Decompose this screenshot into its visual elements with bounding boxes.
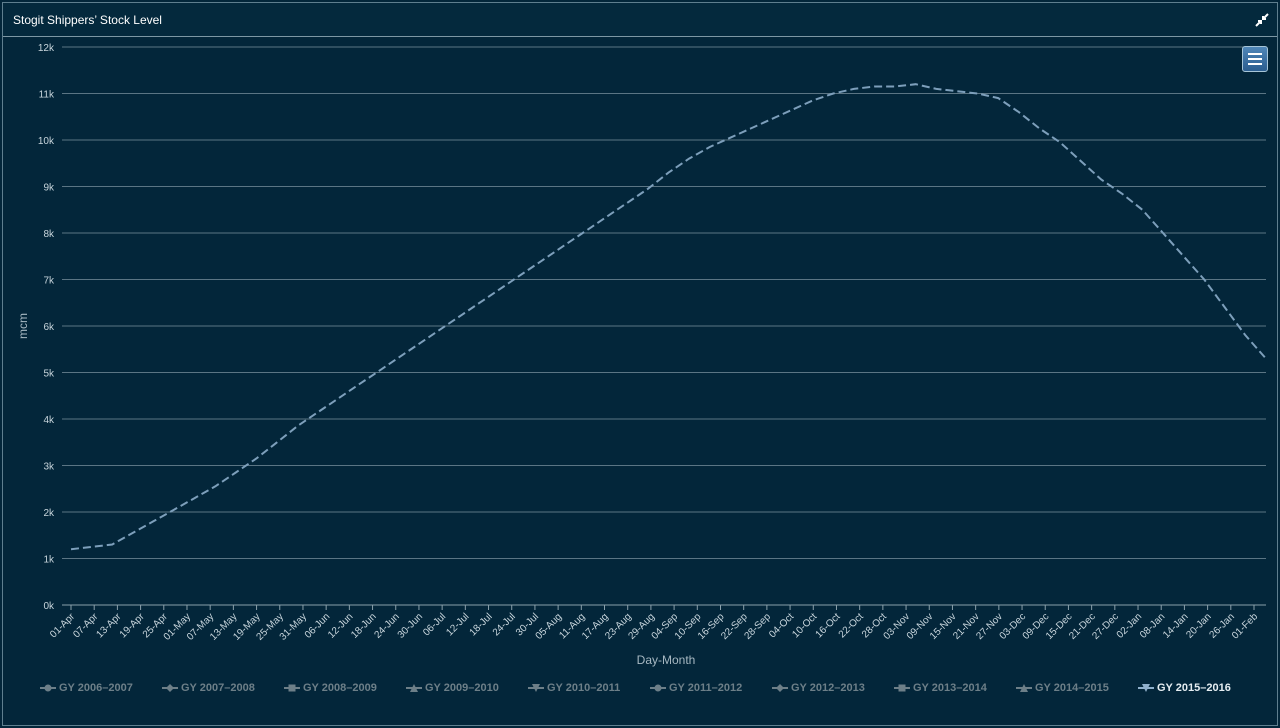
y-tick-label: 7k: [43, 276, 55, 287]
legend-item[interactable]: GY 2012–2013: [772, 682, 865, 698]
legend-label: GY 2012–2013: [791, 682, 865, 694]
legend-triangle-icon: [1016, 684, 1032, 693]
x-tick-label: 24-Jun: [372, 611, 401, 640]
y-tick-label: 12k: [38, 43, 55, 54]
x-tick-label: 14-Jan: [1161, 611, 1190, 640]
x-tick-label: 12-Jun: [326, 611, 355, 640]
x-tick-label: 01-Apr: [48, 611, 77, 640]
y-axis-title: mcm: [16, 313, 30, 339]
hamburger-icon[interactable]: [1242, 46, 1268, 72]
legend-label: GY 2010–2011: [547, 682, 621, 694]
y-tick-label: 4k: [43, 415, 55, 426]
x-tick-label: 24-Jul: [491, 611, 518, 638]
x-tick-label: 28-Sep: [742, 611, 773, 642]
legend-item[interactable]: GY 2014–2015: [1016, 682, 1109, 698]
y-tick-label: 10k: [38, 136, 55, 147]
x-tick-label: 06-Jul: [421, 611, 448, 638]
y-tick-label: 5k: [43, 369, 55, 380]
legend-circle-icon: [650, 684, 666, 692]
compress-icon[interactable]: [1255, 13, 1269, 27]
y-tick-label: 3k: [43, 462, 55, 473]
x-axis-title: Day-Month: [637, 653, 696, 667]
panel-title: Stogit Shippers’ Stock Level: [13, 13, 162, 27]
legend-label: GY 2007–2008: [181, 682, 255, 694]
legend-label: GY 2014–2015: [1035, 682, 1109, 694]
legend-triangle-icon: [406, 684, 422, 693]
x-tick-label: 12-Jul: [444, 611, 471, 638]
legend-diamond-icon: [772, 684, 788, 693]
x-tick-label: 27-Dec: [1090, 611, 1121, 642]
legend-label: GY 2013–2014: [913, 682, 987, 694]
legend-label: GY 2009–2010: [425, 682, 499, 694]
x-tick-label: 08-Jan: [1138, 611, 1167, 640]
legend-circle-icon: [40, 684, 56, 692]
x-tick-label: 20-Jan: [1184, 611, 1213, 640]
x-tick-label: 01-Feb: [1230, 611, 1260, 641]
x-tick-label: 19-Apr: [118, 611, 147, 640]
legend-label: GY 2011–2012: [669, 682, 743, 694]
legend-item[interactable]: GY 2010–2011: [528, 682, 620, 698]
y-tick-label: 6k: [43, 322, 55, 333]
y-tick-label: 11k: [39, 90, 55, 101]
x-tick-label: 07-Apr: [71, 611, 100, 640]
legend-item[interactable]: GY 2013–2014: [894, 682, 987, 698]
legend-label: GY 2008–2009: [303, 682, 377, 694]
x-tick-label: 10-Oct: [790, 611, 819, 640]
legend-item[interactable]: GY 2008–2009: [284, 682, 377, 698]
legend-triangle-down-icon: [1138, 684, 1154, 693]
legend-item[interactable]: GY 2009–2010: [406, 682, 499, 698]
y-tick-label: 9k: [43, 183, 55, 194]
legend-item[interactable]: GY 2006–2007: [40, 682, 133, 698]
legend-diamond-icon: [162, 684, 178, 693]
legend-label: GY 2015–2016: [1157, 682, 1231, 694]
y-tick-label: 1k: [43, 555, 55, 566]
x-tick-label: 04-Oct: [767, 611, 796, 640]
x-tick-label: 05-Aug: [534, 611, 565, 642]
legend-label: GY 2006–2007: [59, 682, 133, 694]
panel-header: Stogit Shippers’ Stock Level: [3, 3, 1277, 37]
x-tick-label: 06-Jun: [303, 611, 332, 640]
x-tick-label: 16-Oct: [814, 611, 843, 640]
x-tick-label: 02-Jan: [1115, 611, 1144, 640]
x-tick-label: 18-Jun: [349, 611, 378, 640]
legend-item[interactable]: GY 2011–2012: [650, 682, 742, 698]
y-tick-label: 2k: [43, 508, 55, 519]
x-tick-label: 13-Apr: [95, 611, 124, 640]
legend-item[interactable]: GY 2015–2016: [1138, 682, 1231, 698]
x-tick-label: 30-Jun: [396, 611, 425, 640]
x-tick-label: 22-Oct: [837, 611, 866, 640]
legend-triangle-down-icon: [528, 684, 544, 693]
x-tick-label: 18-Jul: [468, 611, 495, 638]
legend-square-icon: [284, 684, 300, 692]
legend-item[interactable]: GY 2007–2008: [162, 682, 255, 698]
y-tick-label: 8k: [43, 229, 55, 240]
y-tick-label: 0k: [43, 601, 55, 612]
series-line-gy-2015-2016: [70, 83, 1267, 551]
legend-square-icon: [894, 684, 910, 692]
